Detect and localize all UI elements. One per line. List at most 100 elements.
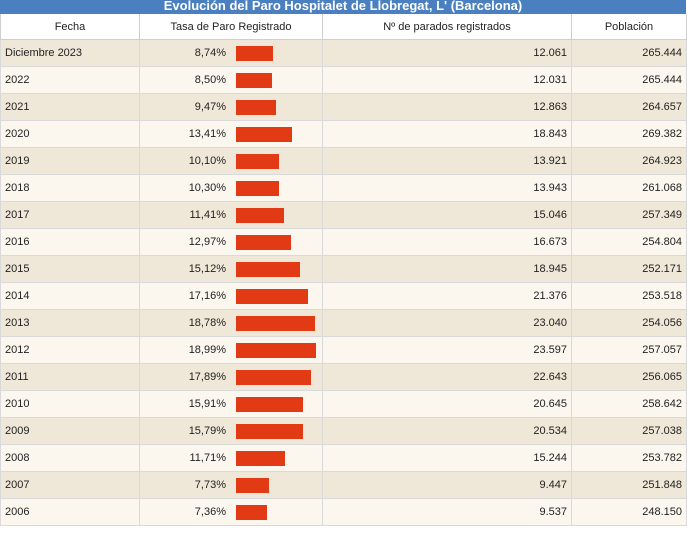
cell-parados: 20.645 bbox=[322, 390, 572, 418]
table-row: 2009 15,79% 20.534 257.038 bbox=[0, 417, 687, 445]
cell-fecha: 2007 bbox=[0, 471, 140, 499]
cell-poblacion: 257.349 bbox=[571, 201, 687, 229]
table-row: 2021 9,47% 12.863 264.657 bbox=[0, 93, 687, 121]
cell-parados: 13.943 bbox=[322, 174, 572, 202]
tasa-value: 15,91% bbox=[188, 398, 226, 410]
tasa-value: 8,50% bbox=[194, 74, 226, 86]
cell-fecha: 2008 bbox=[0, 444, 140, 472]
tasa-bar bbox=[236, 342, 316, 358]
tasa-bar bbox=[236, 126, 292, 142]
column-header-fecha[interactable]: Fecha bbox=[0, 14, 140, 40]
cell-tasa: 18,99% bbox=[139, 336, 323, 364]
tasa-value: 15,12% bbox=[188, 263, 226, 275]
cell-fecha: 2018 bbox=[0, 174, 140, 202]
cell-tasa: 18,78% bbox=[139, 309, 323, 337]
cell-poblacion: 251.848 bbox=[571, 471, 687, 499]
cell-poblacion: 253.518 bbox=[571, 282, 687, 310]
cell-fecha: 2006 bbox=[0, 498, 140, 526]
cell-fecha: 2012 bbox=[0, 336, 140, 364]
tasa-value: 9,47% bbox=[194, 101, 226, 113]
cell-poblacion: 257.038 bbox=[571, 417, 687, 445]
cell-poblacion: 252.171 bbox=[571, 255, 687, 283]
cell-parados: 13.921 bbox=[322, 147, 572, 175]
cell-poblacion: 261.068 bbox=[571, 174, 687, 202]
tasa-value: 8,74% bbox=[194, 47, 226, 59]
cell-tasa: 15,79% bbox=[139, 417, 323, 445]
table-row: 2014 17,16% 21.376 253.518 bbox=[0, 282, 687, 310]
cell-tasa: 8,50% bbox=[139, 66, 323, 94]
cell-fecha: Diciembre 2023 bbox=[0, 39, 140, 67]
tasa-bar bbox=[236, 45, 273, 61]
cell-tasa: 10,30% bbox=[139, 174, 323, 202]
table-row: Diciembre 2023 8,74% 12.061 265.444 bbox=[0, 39, 687, 67]
column-header-poblacion[interactable]: Población bbox=[571, 14, 687, 40]
table-row: 2022 8,50% 12.031 265.444 bbox=[0, 66, 687, 94]
tasa-bar bbox=[236, 153, 279, 169]
table-row: 2017 11,41% 15.046 257.349 bbox=[0, 201, 687, 229]
cell-poblacion: 265.444 bbox=[571, 39, 687, 67]
tasa-bar bbox=[236, 99, 276, 115]
cell-tasa: 12,97% bbox=[139, 228, 323, 256]
cell-parados: 12.863 bbox=[322, 93, 572, 121]
tasa-bar bbox=[236, 261, 300, 277]
tasa-value: 10,30% bbox=[188, 182, 226, 194]
table-row: 2008 11,71% 15.244 253.782 bbox=[0, 444, 687, 472]
table-header-row: Fecha Tasa de Paro Registrado Nº de para… bbox=[0, 14, 687, 40]
cell-fecha: 2020 bbox=[0, 120, 140, 148]
column-header-parados[interactable]: Nº de parados registrados bbox=[322, 14, 572, 40]
table-footer-space bbox=[0, 526, 686, 541]
cell-parados: 23.040 bbox=[322, 309, 572, 337]
tasa-value: 7,73% bbox=[194, 479, 226, 491]
cell-poblacion: 258.642 bbox=[571, 390, 687, 418]
cell-poblacion: 253.782 bbox=[571, 444, 687, 472]
cell-parados: 9.537 bbox=[322, 498, 572, 526]
cell-tasa: 8,74% bbox=[139, 39, 323, 67]
cell-fecha: 2016 bbox=[0, 228, 140, 256]
tasa-bar bbox=[236, 504, 267, 520]
tasa-bar bbox=[236, 180, 279, 196]
table-row: 2015 15,12% 18.945 252.171 bbox=[0, 255, 687, 283]
cell-fecha: 2014 bbox=[0, 282, 140, 310]
cell-parados: 16.673 bbox=[322, 228, 572, 256]
cell-poblacion: 269.382 bbox=[571, 120, 687, 148]
cell-tasa: 10,10% bbox=[139, 147, 323, 175]
table-row: 2019 10,10% 13.921 264.923 bbox=[0, 147, 687, 175]
table-row: 2011 17,89% 22.643 256.065 bbox=[0, 363, 687, 391]
tasa-value: 13,41% bbox=[188, 128, 226, 140]
tasa-value: 15,79% bbox=[188, 425, 226, 437]
tasa-value: 7,36% bbox=[194, 506, 226, 518]
tasa-bar bbox=[236, 72, 272, 88]
cell-tasa: 17,89% bbox=[139, 363, 323, 391]
cell-tasa: 7,36% bbox=[139, 498, 323, 526]
cell-parados: 20.534 bbox=[322, 417, 572, 445]
cell-poblacion: 264.657 bbox=[571, 93, 687, 121]
cell-parados: 15.046 bbox=[322, 201, 572, 229]
tasa-value: 17,89% bbox=[188, 371, 226, 383]
tasa-bar bbox=[236, 396, 303, 412]
table-row: 2020 13,41% 18.843 269.382 bbox=[0, 120, 687, 148]
table-body: Diciembre 2023 8,74% 12.061 265.444 2022 8,50… bbox=[0, 39, 687, 526]
tasa-value: 12,97% bbox=[188, 236, 226, 248]
table-row: 2007 7,73% 9.447 251.848 bbox=[0, 471, 687, 499]
tasa-value: 18,99% bbox=[188, 344, 226, 356]
cell-poblacion: 256.065 bbox=[571, 363, 687, 391]
table-row: 2012 18,99% 23.597 257.057 bbox=[0, 336, 687, 364]
cell-tasa: 11,41% bbox=[139, 201, 323, 229]
tasa-bar bbox=[236, 207, 284, 223]
cell-tasa: 17,16% bbox=[139, 282, 323, 310]
tasa-value: 11,71% bbox=[189, 452, 227, 464]
cell-fecha: 2022 bbox=[0, 66, 140, 94]
column-header-tasa[interactable]: Tasa de Paro Registrado bbox=[139, 14, 323, 40]
cell-poblacion: 264.923 bbox=[571, 147, 687, 175]
cell-parados: 21.376 bbox=[322, 282, 572, 310]
cell-fecha: 2021 bbox=[0, 93, 140, 121]
cell-fecha: 2010 bbox=[0, 390, 140, 418]
tasa-bar bbox=[236, 234, 291, 250]
cell-poblacion: 257.057 bbox=[571, 336, 687, 364]
cell-tasa: 7,73% bbox=[139, 471, 323, 499]
tasa-bar bbox=[236, 315, 315, 331]
tasa-value: 10,10% bbox=[188, 155, 226, 167]
cell-fecha: 2013 bbox=[0, 309, 140, 337]
table-row: 2006 7,36% 9.537 248.150 bbox=[0, 498, 687, 526]
